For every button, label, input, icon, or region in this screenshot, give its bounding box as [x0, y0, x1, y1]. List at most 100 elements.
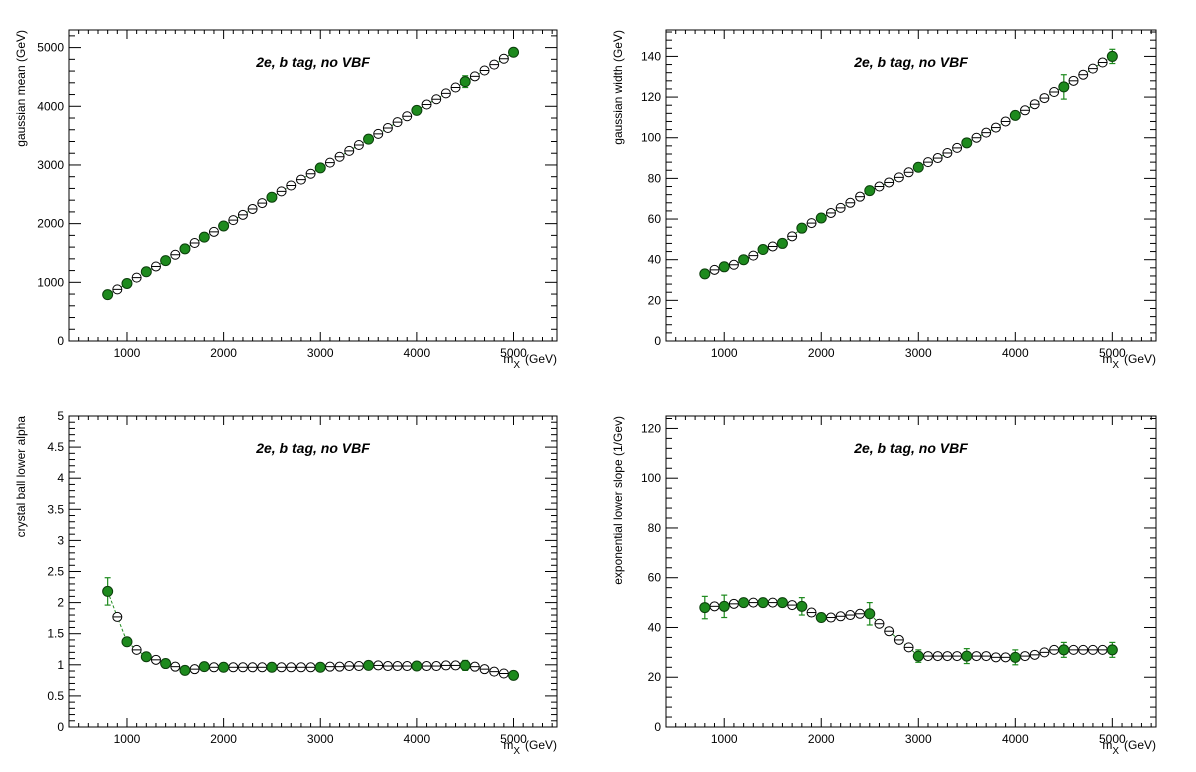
measured-point: [864, 608, 876, 620]
x-tick-label: 4000: [1002, 732, 1029, 746]
y-tick-label: 80: [648, 521, 662, 535]
y-tick-label: 120: [641, 421, 661, 435]
y-tick-label: 60: [648, 212, 662, 226]
y-tick-label: 4: [57, 471, 64, 485]
plot-frame: [68, 29, 558, 342]
y-tick-label: 80: [648, 171, 662, 185]
measured-point: [266, 661, 278, 673]
y-tick-label: 3.5: [47, 502, 64, 516]
y-tick-label: 40: [648, 620, 662, 634]
measured-point: [864, 185, 876, 197]
y-tick-label: 2.5: [47, 565, 64, 579]
measured-point: [411, 660, 423, 672]
measured-point: [1106, 644, 1118, 656]
x-tick-label: 5000: [500, 732, 527, 746]
x-tick-label: 4000: [1002, 346, 1029, 360]
x-axis-label: mX (GeV): [1102, 738, 1156, 757]
y-tick-label: 140: [641, 49, 661, 63]
x-axis-label: mX (GeV): [1102, 352, 1156, 371]
x-tick-label: 3000: [307, 346, 334, 360]
measured-point: [179, 243, 191, 255]
measured-point: [757, 244, 769, 256]
measured-point: [776, 597, 788, 609]
measured-point: [738, 254, 750, 266]
x-tick-label: 3000: [905, 346, 932, 360]
y-tick-label: 5000: [37, 41, 64, 55]
plot-frame: [665, 29, 1157, 342]
measured-point: [815, 612, 827, 624]
measured-point: [218, 661, 230, 673]
measured-point: [218, 220, 230, 232]
measured-point: [160, 255, 172, 267]
chart-panel-2: 1000 2000 3000 4000 5000 0 20 40 60 80 100 120 140 ga…: [611, 29, 1157, 371]
y-axis-label: exponential lower slope (1/Gev): [611, 416, 625, 585]
x-tick-label: 5000: [1099, 732, 1126, 746]
measured-point: [815, 212, 827, 224]
y-tick-label: 5: [57, 409, 64, 423]
y-tick-label: 4000: [37, 99, 64, 113]
measured-point: [102, 289, 114, 301]
y-axis-label: crystal ball lower alpha: [14, 416, 28, 538]
x-tick-label: 5000: [1099, 346, 1126, 360]
y-tick-label: 3: [57, 533, 64, 547]
y-tick-label: 120: [641, 90, 661, 104]
y-tick-label: 0: [57, 334, 64, 348]
chart-title: 2e, b tag, no VBF: [255, 54, 370, 70]
y-tick-label: 20: [648, 293, 662, 307]
measured-point: [179, 664, 191, 676]
plot-frame: [665, 415, 1157, 728]
measured-point: [796, 222, 808, 234]
measured-point: [718, 600, 730, 612]
chart-title: 2e, b tag, no VBF: [255, 440, 370, 456]
measured-point: [121, 636, 133, 648]
y-tick-label: 3000: [37, 158, 64, 172]
measured-point: [363, 133, 375, 145]
x-tick-label: 1000: [114, 346, 141, 360]
x-tick-label: 2000: [808, 732, 835, 746]
x-axis-label: mX (GeV): [503, 738, 557, 757]
chart-panel-1: 1000 2000 3000 4000 5000 0 1000 2000 3000 4000 500…: [14, 29, 558, 371]
measured-point: [738, 597, 750, 609]
measured-point: [1058, 81, 1070, 93]
measured-point: [718, 261, 730, 273]
measured-point: [140, 651, 152, 663]
chart-title: 2e, b tag, no VBF: [853, 54, 968, 70]
x-tick-label: 1000: [711, 732, 738, 746]
y-tick-label: 20: [648, 670, 662, 684]
x-tick-label: 1000: [114, 732, 141, 746]
x-tick-label: 5000: [500, 346, 527, 360]
y-axis-label: gaussian width (GeV): [611, 30, 625, 145]
measured-point: [508, 46, 520, 58]
measured-point: [796, 600, 808, 612]
y-tick-label: 4.5: [47, 440, 64, 454]
y-tick-label: 1.5: [47, 627, 64, 641]
x-tick-label: 3000: [905, 732, 932, 746]
measured-point: [1058, 644, 1070, 656]
measured-point: [1009, 651, 1021, 663]
y-tick-label: 100: [641, 471, 661, 485]
chart-panel-3: 1000 2000 3000 4000 5000 0 0.5 1 1.5 2 2.5 3 3.5 4 4.5…: [14, 409, 558, 757]
x-tick-label: 3000: [307, 732, 334, 746]
x-tick-label: 4000: [404, 346, 431, 360]
measured-point: [912, 161, 924, 173]
y-tick-label: 1: [57, 658, 64, 672]
measured-point: [1106, 50, 1118, 62]
y-tick-label: 2000: [37, 217, 64, 231]
x-tick-label: 2000: [210, 346, 237, 360]
plot-frame: [68, 415, 558, 728]
measured-point: [266, 191, 278, 203]
y-tick-label: 0: [57, 720, 64, 734]
x-axis-label: mX (GeV): [503, 352, 557, 371]
chart-title: 2e, b tag, no VBF: [853, 440, 968, 456]
y-tick-label: 0.5: [47, 689, 64, 703]
measured-point: [198, 231, 210, 243]
measured-point: [121, 277, 133, 289]
x-tick-label: 1000: [711, 346, 738, 360]
measured-point: [102, 585, 114, 597]
measured-point: [699, 268, 711, 280]
y-tick-label: 0: [654, 720, 661, 734]
x-tick-label: 4000: [404, 732, 431, 746]
y-axis-label: gaussian mean (GeV): [14, 30, 28, 147]
y-tick-label: 2: [57, 596, 64, 610]
